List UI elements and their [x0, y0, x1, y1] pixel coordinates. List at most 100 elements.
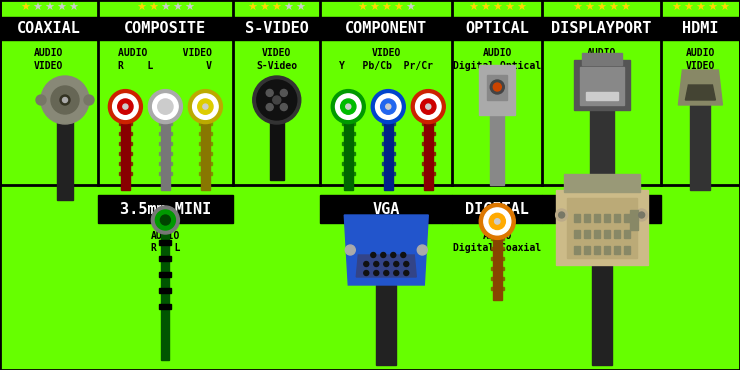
- Text: ★: ★: [369, 3, 380, 13]
- Circle shape: [123, 104, 128, 109]
- Text: AUDIO: AUDIO: [151, 231, 180, 241]
- Text: ★: ★: [468, 3, 478, 13]
- Bar: [452, 195, 542, 223]
- Circle shape: [253, 76, 300, 124]
- Bar: [161, 230, 169, 360]
- Text: ★: ★: [492, 3, 502, 13]
- Bar: [584, 230, 590, 238]
- Circle shape: [203, 104, 208, 109]
- Circle shape: [380, 99, 396, 114]
- Text: ★: ★: [161, 3, 170, 13]
- Circle shape: [273, 96, 280, 104]
- Text: AUDIO: AUDIO: [482, 231, 512, 241]
- Text: ★: ★: [172, 3, 182, 13]
- Text: DISPLAYPORT: DISPLAYPORT: [551, 21, 652, 36]
- Text: VIDEO: VIDEO: [371, 48, 401, 58]
- Bar: [585, 92, 618, 100]
- Bar: [452, 17, 542, 40]
- Bar: [342, 132, 354, 135]
- Bar: [584, 246, 590, 254]
- Bar: [159, 272, 172, 277]
- Circle shape: [364, 262, 369, 266]
- Bar: [624, 230, 630, 238]
- Text: ★: ★: [406, 3, 415, 13]
- Bar: [593, 230, 599, 238]
- Circle shape: [60, 95, 70, 105]
- Bar: [424, 110, 433, 190]
- Text: OPTICAL: OPTICAL: [465, 21, 529, 36]
- Circle shape: [384, 270, 388, 276]
- Text: VIDEO: VIDEO: [686, 61, 715, 71]
- Circle shape: [491, 80, 504, 94]
- Text: VIDEO: VIDEO: [262, 48, 292, 58]
- Text: COMPONENT: COMPONENT: [346, 21, 427, 36]
- Circle shape: [280, 90, 287, 97]
- Text: ★: ★: [357, 3, 367, 13]
- Circle shape: [340, 99, 356, 114]
- Bar: [556, 190, 648, 265]
- Bar: [491, 267, 504, 270]
- Text: ★: ★: [596, 3, 607, 13]
- Bar: [199, 162, 212, 165]
- Bar: [320, 17, 452, 40]
- Bar: [121, 110, 130, 190]
- Text: S-Video: S-Video: [256, 61, 297, 71]
- Polygon shape: [356, 255, 417, 277]
- Circle shape: [163, 104, 168, 109]
- Circle shape: [556, 209, 568, 221]
- Bar: [491, 257, 504, 260]
- Circle shape: [152, 94, 178, 120]
- Circle shape: [189, 90, 223, 124]
- Circle shape: [198, 99, 213, 114]
- Polygon shape: [685, 85, 716, 100]
- Text: VIDEO: VIDEO: [34, 61, 64, 71]
- Bar: [159, 240, 172, 245]
- Circle shape: [391, 252, 396, 258]
- Bar: [613, 214, 619, 222]
- Text: DVI-D: DVI-D: [587, 243, 616, 253]
- Circle shape: [381, 252, 386, 258]
- Bar: [344, 110, 353, 190]
- Polygon shape: [344, 215, 428, 285]
- Bar: [199, 152, 212, 155]
- Bar: [574, 60, 630, 110]
- Bar: [98, 195, 233, 223]
- Text: VIDEO: VIDEO: [587, 61, 616, 71]
- Text: DVI: DVI: [588, 202, 615, 216]
- Text: VGA: VGA: [373, 202, 400, 216]
- Bar: [161, 110, 170, 190]
- Bar: [57, 115, 73, 200]
- Circle shape: [62, 98, 67, 102]
- Circle shape: [425, 104, 431, 109]
- Bar: [382, 122, 394, 125]
- Text: DIGITAL: DIGITAL: [465, 202, 529, 216]
- Text: Digital Optical: Digital Optical: [453, 61, 542, 71]
- Bar: [567, 198, 636, 258]
- Circle shape: [394, 262, 399, 266]
- Text: ★: ★: [283, 3, 294, 13]
- Bar: [384, 110, 393, 190]
- Bar: [491, 287, 504, 290]
- Bar: [593, 246, 599, 254]
- Bar: [491, 105, 504, 185]
- Text: ★: ★: [517, 3, 526, 13]
- Bar: [542, 17, 661, 40]
- Bar: [422, 162, 435, 165]
- Text: VGA: VGA: [377, 243, 395, 253]
- Bar: [382, 172, 394, 175]
- Bar: [199, 132, 212, 135]
- Text: Y   Pb/Cb  Pr/Cr: Y Pb/Cb Pr/Cr: [339, 61, 434, 71]
- Text: ★: ★: [719, 3, 730, 13]
- Circle shape: [484, 208, 511, 235]
- Bar: [422, 152, 435, 155]
- Bar: [159, 142, 172, 145]
- Circle shape: [112, 94, 138, 120]
- Circle shape: [375, 94, 401, 120]
- Bar: [613, 230, 619, 238]
- Bar: [342, 162, 354, 165]
- Bar: [574, 246, 579, 254]
- Bar: [382, 142, 394, 145]
- Text: ★: ★: [149, 3, 158, 13]
- Circle shape: [118, 99, 133, 114]
- Bar: [564, 174, 639, 192]
